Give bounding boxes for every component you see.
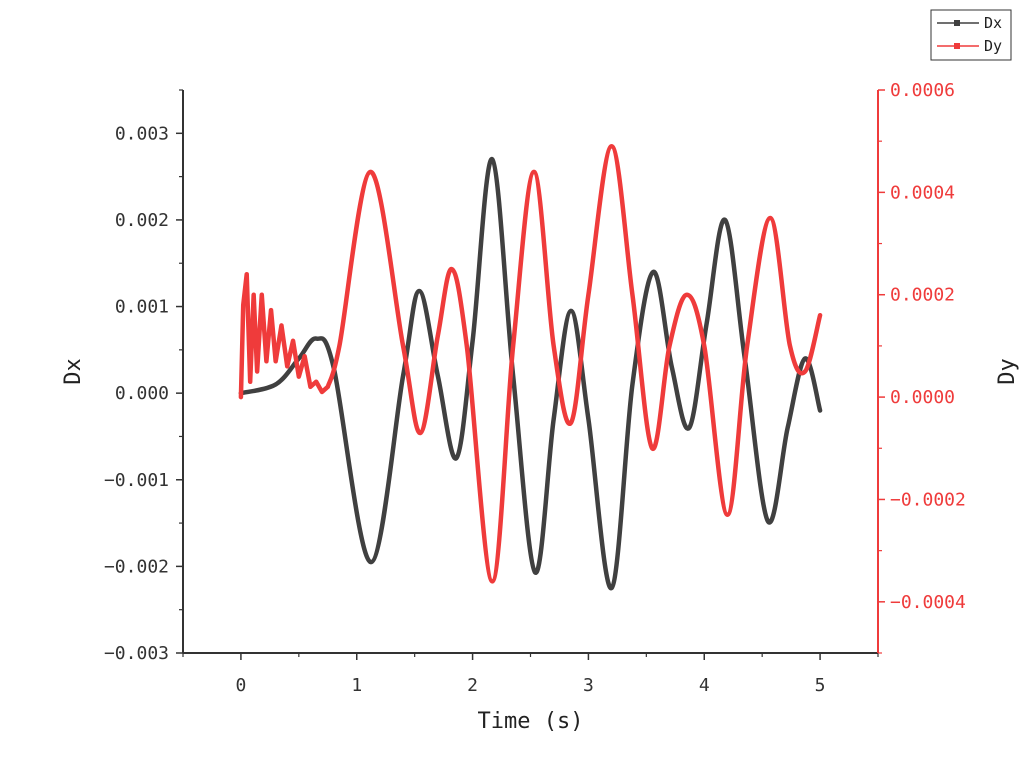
legend: Dx Dy	[930, 9, 1012, 61]
left-y-tick-label: 0.002	[115, 210, 169, 231]
x-tick-label: 5	[815, 675, 826, 696]
right-y-tick-label: 0.0004	[890, 182, 955, 203]
x-tick-label: 3	[583, 675, 594, 696]
left-y-tick-label: −0.002	[104, 556, 169, 577]
left-y-tick-label: 0.001	[115, 297, 169, 318]
ticks-layer: 0 1 2 3 4 5 −0.003 −0.002 −0.001 0.000 0.001 0.002 0…	[104, 80, 966, 696]
left-y-tick-label: −0.003	[104, 643, 169, 664]
right-y-tick-label: −0.0004	[890, 592, 966, 613]
legend-dy-marker	[954, 43, 960, 49]
x-tick-label: 1	[351, 675, 362, 696]
left-y-tick-label: 0.003	[115, 123, 169, 144]
right-y-tick-label: 0.0000	[890, 387, 955, 408]
left-y-tick-label: 0.000	[115, 383, 169, 404]
x-axis-title: Time (s)	[478, 709, 584, 734]
legend-dx-label: Dx	[984, 14, 1002, 32]
legend-dy-label: Dy	[984, 37, 1002, 55]
right-y-tick-label: −0.0002	[890, 489, 966, 510]
x-tick-label: 0	[235, 675, 246, 696]
x-tick-label: 2	[467, 675, 478, 696]
series-line-dy	[238, 144, 823, 584]
right-y-tick-label: 0.0006	[890, 80, 955, 101]
series-line-dx	[238, 157, 823, 591]
legend-box	[930, 9, 1012, 61]
right-y-axis-title: Dy	[995, 358, 1020, 385]
legend-dx-marker	[954, 20, 960, 26]
x-tick-label: 4	[699, 675, 710, 696]
series-layer	[238, 144, 823, 591]
right-y-tick-label: 0.0002	[890, 285, 955, 306]
left-y-axis-title: Dx	[61, 358, 86, 385]
left-y-tick-label: −0.001	[104, 470, 169, 491]
